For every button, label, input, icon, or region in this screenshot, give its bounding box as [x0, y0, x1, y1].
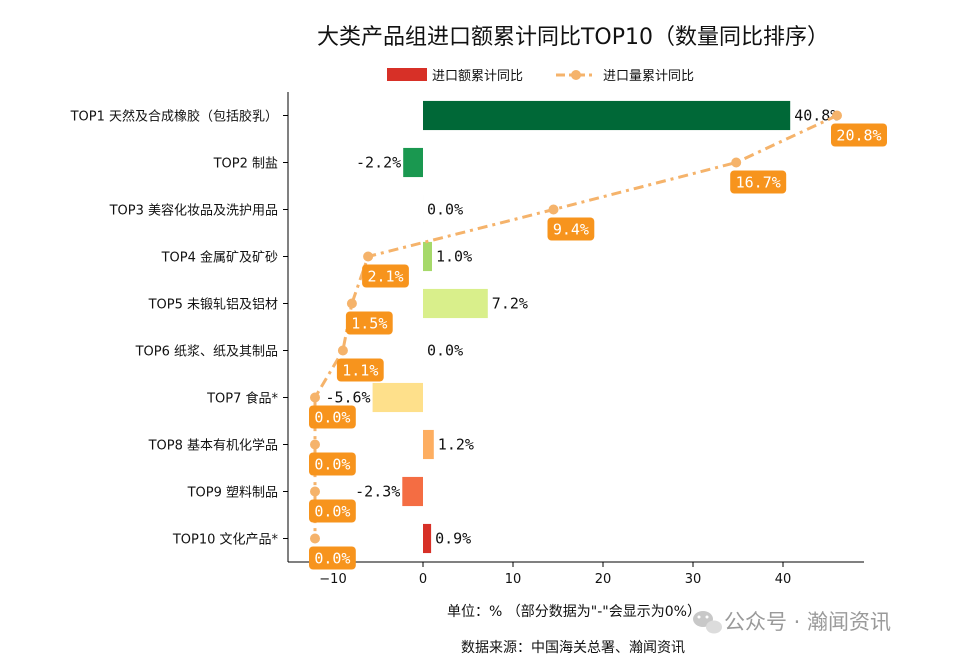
y-tick-label: TOP1 天然及合成橡胶（包括胶乳）	[70, 109, 278, 125]
point-label: 1.1%	[342, 362, 378, 380]
x-tick-label: 20	[595, 572, 612, 587]
bar	[403, 147, 423, 178]
line-point	[310, 392, 320, 403]
y-tick-label: TOP6 纸浆、纸及其制品	[135, 345, 278, 360]
point-label: 0.0%	[314, 550, 350, 568]
bar-value-label: -2.2%	[356, 154, 401, 172]
legend-line-marker	[571, 70, 581, 80]
watermark-text: 公众号 · 瀚闻资讯	[724, 610, 891, 634]
bar	[423, 241, 432, 272]
x-tick-label: 40	[775, 572, 792, 587]
point-label: 0.0%	[314, 503, 350, 521]
point-label: 20.8%	[836, 127, 881, 145]
point-label: 2.1%	[367, 268, 403, 286]
line-point	[731, 157, 742, 168]
point-label-box	[362, 264, 409, 288]
bar-value-label: -5.6%	[325, 389, 370, 407]
point-label-box	[831, 123, 887, 147]
point-label: 0.0%	[314, 409, 350, 427]
legend-bar-label: 进口额累计同比	[432, 69, 523, 84]
point-label-box	[345, 311, 393, 335]
bar	[423, 523, 432, 554]
point-label-box	[309, 546, 356, 570]
unit-note: 单位：% （部分数据为"-"会显示为0%）	[447, 604, 701, 620]
y-tick-label: TOP8 基本有机化学品	[148, 438, 278, 454]
y-tick-label: TOP4 金属矿及矿砂	[161, 250, 278, 266]
legend: 进口额累计同比 进口量累计同比	[387, 68, 694, 84]
bar-value-label: 7.2%	[492, 295, 528, 313]
point-label: 16.7%	[736, 174, 781, 192]
y-tick-label: TOP5 未锻轧铝及铝材	[148, 298, 278, 313]
x-tick-label: 10	[505, 572, 522, 587]
line-point	[363, 251, 374, 262]
bar-value-label: -2.3%	[355, 483, 400, 501]
bar	[372, 382, 423, 413]
bar-value-label: 1.2%	[438, 436, 474, 454]
legend-bar-swatch	[387, 68, 427, 81]
watermark: 公众号 · 瀚闻资讯	[693, 610, 891, 634]
line-point	[832, 110, 842, 121]
bar-value-label: 0.0%	[427, 201, 463, 219]
plot-area: −10 0 10 20 30 40 TOP1 天然及合成橡胶（包括胶乳） TOP2 制盐 TOP…	[70, 92, 887, 587]
y-tick-label: TOP3 美容化妆品及洗护用品	[109, 203, 278, 219]
bar	[402, 476, 423, 507]
chart-title: 大类产品组进口额累计同比TOP10（数量同比排序）	[317, 25, 829, 50]
line-point	[346, 298, 357, 309]
line-point	[310, 486, 320, 497]
bar-value-label: 0.0%	[427, 342, 463, 360]
line-point	[337, 345, 348, 356]
y-tick-label: TOP7 食品*	[206, 391, 278, 407]
point-label-box	[309, 499, 356, 523]
point-label-box	[730, 170, 787, 194]
point-label: 9.4%	[553, 221, 589, 239]
bar-value-label: 1.0%	[436, 248, 472, 266]
point-label-box	[547, 217, 595, 241]
point-label: 1.5%	[351, 315, 387, 333]
bar	[423, 288, 488, 319]
point-label-box	[336, 358, 384, 382]
bar	[423, 100, 791, 131]
bar-value-label: 0.9%	[435, 530, 471, 548]
source-note: 数据来源：中国海关总署、瀚闻资讯	[461, 640, 685, 656]
line-point	[548, 204, 559, 215]
x-tick-label: 0	[419, 572, 427, 587]
y-tick-label: TOP10 文化产品*	[172, 533, 279, 548]
bar	[423, 429, 434, 460]
line-point	[310, 439, 320, 450]
x-tick-label: −10	[319, 572, 346, 587]
x-tick-label: 30	[685, 572, 702, 587]
point-label-box	[309, 452, 356, 476]
line-point	[310, 533, 320, 544]
point-label-box	[309, 405, 356, 429]
wechat-icon	[693, 611, 722, 634]
y-tick-label: TOP2 制盐	[213, 157, 278, 172]
point-label: 0.0%	[314, 456, 350, 474]
legend-line-label: 进口量累计同比	[603, 69, 694, 84]
y-tick-label: TOP9 塑料制品	[187, 486, 278, 501]
